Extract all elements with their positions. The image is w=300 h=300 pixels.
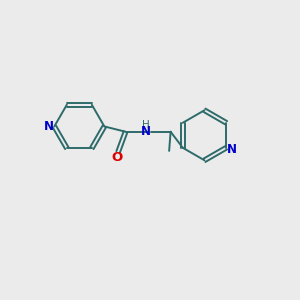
- Text: O: O: [111, 151, 122, 164]
- Text: N: N: [227, 143, 237, 156]
- Text: N: N: [141, 125, 151, 138]
- Text: N: N: [44, 120, 54, 133]
- Text: H: H: [142, 120, 150, 130]
